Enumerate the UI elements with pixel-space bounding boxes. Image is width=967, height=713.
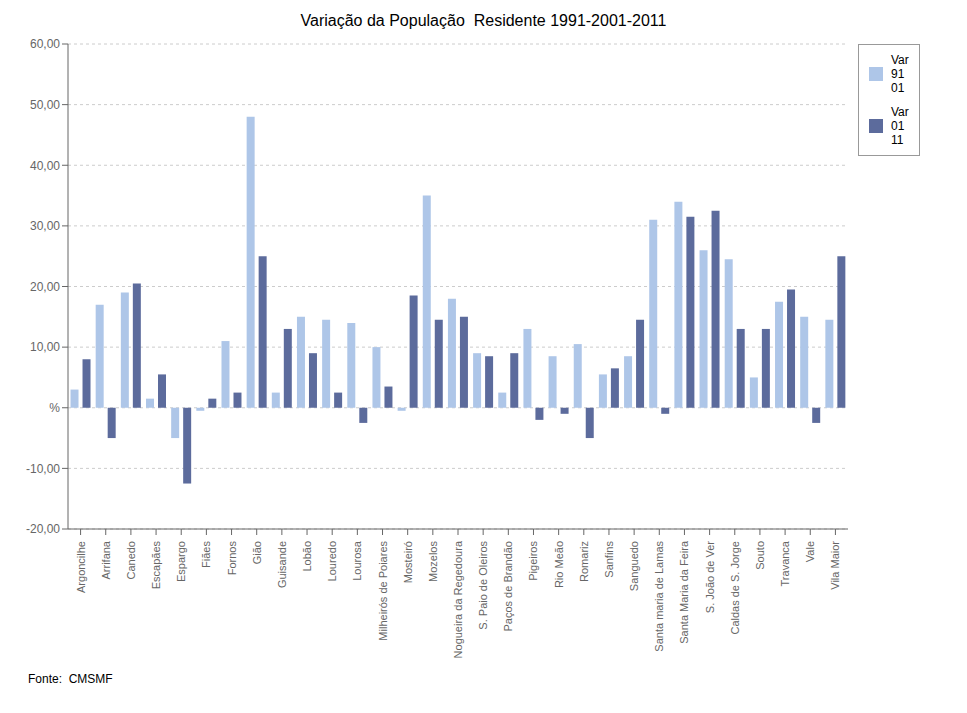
svg-text:20,00: 20,00 bbox=[30, 280, 60, 294]
svg-text:Santa maria de Lamas: Santa maria de Lamas bbox=[653, 541, 665, 652]
svg-text:Travanca: Travanca bbox=[779, 540, 791, 586]
svg-text:Caldas de S. Jorge: Caldas de S. Jorge bbox=[729, 541, 741, 635]
svg-text:Santa Maria da Feira: Santa Maria da Feira bbox=[678, 540, 690, 644]
svg-text:%: % bbox=[49, 401, 60, 415]
svg-text:50,00: 50,00 bbox=[30, 98, 60, 112]
svg-text:40,00: 40,00 bbox=[30, 159, 60, 173]
html-text:Variação da População Resident: Variação da População Residente 1991-200… bbox=[300, 12, 667, 29]
svg-text:Sanfins: Sanfins bbox=[603, 541, 615, 578]
svg-text:-20,00: -20,00 bbox=[26, 522, 60, 536]
svg-text:Paços de Brandão: Paços de Brandão bbox=[502, 541, 514, 632]
svg-text:10,00: 10,00 bbox=[30, 340, 60, 354]
svg-text:Fiães: Fiães bbox=[200, 541, 212, 568]
html-text:Var 91 01: Var 91 01 bbox=[891, 53, 909, 95]
svg-text:Louredo: Louredo bbox=[326, 541, 338, 581]
svg-text:Arrifana: Arrifana bbox=[100, 540, 112, 579]
svg-text:Escapães: Escapães bbox=[150, 541, 162, 590]
svg-text:Vila Maior: Vila Maior bbox=[829, 541, 841, 590]
svg-text:Canedo: Canedo bbox=[125, 541, 137, 580]
svg-text:60,00: 60,00 bbox=[30, 37, 60, 51]
svg-text:Gião: Gião bbox=[251, 541, 263, 564]
html-text:Fonte: CMSMF: Fonte: CMSMF bbox=[28, 672, 113, 686]
svg-text:Pigeiros: Pigeiros bbox=[527, 541, 539, 581]
svg-text:Mosteiró: Mosteiró bbox=[402, 541, 414, 583]
html-text:Var 01 11: Var 01 11 bbox=[891, 105, 909, 147]
svg-text:S. Paio de Oleiros: S. Paio de Oleiros bbox=[477, 541, 489, 630]
svg-text:Espargo: Espargo bbox=[175, 541, 187, 582]
svg-text:Lourosa: Lourosa bbox=[351, 540, 363, 581]
svg-text:Romariz: Romariz bbox=[578, 541, 590, 582]
svg-text:Nogueira da Regedoura: Nogueira da Regedoura bbox=[452, 540, 464, 658]
svg-text:Vale: Vale bbox=[804, 541, 816, 562]
svg-text:Guisande: Guisande bbox=[276, 541, 288, 588]
svg-text:Milheirós de Poiares: Milheirós de Poiares bbox=[377, 541, 389, 641]
svg-text:Souto: Souto bbox=[754, 541, 766, 570]
svg-text:S. João de Ver: S. João de Ver bbox=[704, 541, 716, 613]
svg-text:Lobão: Lobão bbox=[301, 541, 313, 572]
svg-text:-10,00: -10,00 bbox=[26, 462, 60, 476]
svg-text:Mozelos: Mozelos bbox=[427, 541, 439, 582]
svg-text:Rio Meão: Rio Meão bbox=[553, 541, 565, 588]
svg-text:Fornos: Fornos bbox=[226, 541, 238, 576]
svg-text:Argoncilhe: Argoncilhe bbox=[75, 541, 87, 593]
svg-text:30,00: 30,00 bbox=[30, 219, 60, 233]
svg-text:Sanguedo: Sanguedo bbox=[628, 541, 640, 591]
